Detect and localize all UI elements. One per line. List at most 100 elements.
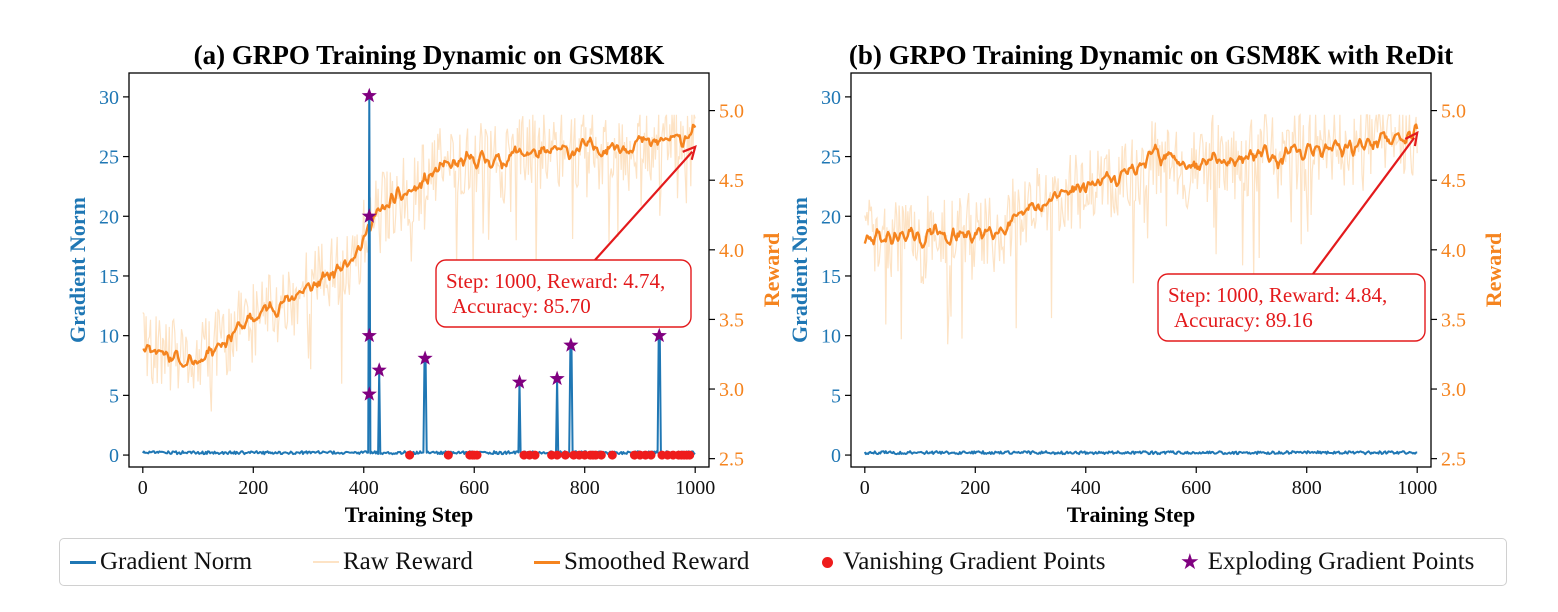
y-left-tick-label: 20 [99, 206, 119, 228]
smoothed-reward-line [863, 123, 1419, 249]
y-right-axis-title: Reward [759, 233, 784, 308]
legend-raw-line-icon [313, 561, 339, 563]
y-left-tick-label: 30 [99, 87, 119, 109]
y-right-tick-label: 4.0 [1441, 240, 1466, 262]
annotation-arrow [1312, 137, 1416, 275]
x-axis-title: Training Step [345, 502, 474, 527]
vanishing-point [443, 450, 453, 460]
vanishing-point [607, 450, 617, 460]
legend-label-vanishing: Vanishing Gradient Points [843, 548, 1106, 575]
legend-label-gradient-norm: Gradient Norm [100, 548, 253, 575]
axes-frame [128, 72, 710, 468]
y-right-tick-label: 2.5 [719, 449, 744, 471]
exploding-point [361, 87, 377, 103]
y-right-tick-label: 4.5 [1441, 170, 1466, 192]
legend-star-icon: ★ [1180, 549, 1200, 574]
exploding-point [511, 374, 528, 389]
y-left-tick-label: 10 [99, 326, 119, 348]
y-right-tick-label: 3.5 [719, 309, 744, 331]
panel-a: 0 200 400 600 800 1000 0 5 10 15 20 25 30 2.5 3.0 3.5 4.… [65, 40, 784, 527]
legend-dot-icon [822, 556, 833, 568]
legend-label-smoothed-reward: Smoothed Reward [564, 548, 750, 575]
legend-label-raw-reward: Raw Reward [343, 548, 473, 575]
legend-item-gradient-norm: Gradient Norm [70, 539, 252, 585]
x-tick-label: 1000 [675, 477, 715, 499]
annotation-text-line2: Accuracy: 89.16 [1174, 308, 1313, 332]
panel-b: 0 200 400 600 800 1000 0 5 10 15 20 25 30 2.5 3.0 3.5 4.… [787, 40, 1506, 527]
annotation-text-line1: Step: 1000, Reward: 4.74, [446, 269, 665, 293]
y-right-tick-label: 3.0 [1441, 379, 1466, 401]
legend-item-exploding: ★ Exploding Gradient Points [1180, 539, 1474, 585]
y-left-tick-label: 10 [821, 326, 841, 348]
legend: Gradient Norm Raw Reward Smoothed Reward… [59, 538, 1507, 586]
x-tick-label: 0 [860, 477, 870, 499]
y-left-tick-label: 25 [821, 147, 841, 169]
y-right-axis-title: Reward [1481, 233, 1506, 308]
x-tick-label: 600 [459, 477, 489, 499]
y-left-tick-label: 15 [821, 266, 841, 288]
exploding-point [361, 327, 377, 343]
legend-gradient-line-icon [70, 560, 96, 564]
y-left-tick-label: 0 [831, 445, 841, 467]
y-left-tick-label: 15 [99, 266, 119, 288]
vanishing-point [405, 450, 415, 460]
y-left-tick-label: 30 [821, 87, 841, 109]
annotation-box [1157, 273, 1426, 342]
exploding-point [361, 208, 377, 223]
vanishing-point [530, 450, 540, 460]
annotation-arrowhead [1404, 130, 1419, 147]
x-tick-label: 400 [349, 477, 379, 499]
y-right-tick-label: 5.0 [1441, 101, 1466, 123]
y-right-tick-label: 5.0 [719, 101, 744, 123]
y-right-tick-label: 4.0 [719, 240, 744, 262]
vanishing-point [552, 450, 562, 460]
y-left-axis-title: Gradient Norm [65, 197, 90, 343]
legend-item-vanishing: Vanishing Gradient Points [822, 539, 1106, 585]
legend-item-smoothed-reward: Smoothed Reward [534, 539, 749, 585]
x-axis-title: Training Step [1067, 502, 1196, 527]
y-left-tick-label: 20 [821, 206, 841, 228]
smoothed-reward-line [142, 123, 697, 368]
y-left-axis-title: Gradient Norm [787, 197, 812, 343]
gradient-norm-line [863, 450, 1418, 456]
panel-title: (a) GRPO Training Dynamic on GSM8K [194, 40, 665, 70]
axes-frame [850, 72, 1432, 468]
exploding-point [563, 337, 579, 352]
y-right-tick-label: 3.5 [1441, 309, 1466, 331]
x-tick-label: 200 [238, 477, 268, 499]
exploding-point [549, 370, 565, 386]
y-left-tick-label: 5 [831, 385, 841, 407]
x-tick-label: 0 [138, 477, 148, 499]
vanishing-point [596, 450, 606, 460]
x-tick-label: 800 [570, 477, 600, 499]
legend-item-raw-reward: Raw Reward [313, 539, 473, 585]
vanishing-point [472, 450, 482, 460]
x-tick-label: 400 [1071, 477, 1101, 499]
x-tick-label: 600 [1181, 477, 1211, 499]
x-tick-label: 200 [960, 477, 990, 499]
legend-label-exploding: Exploding Gradient Points [1207, 548, 1475, 575]
plot-area-b [863, 113, 1419, 456]
vanishing-point [646, 450, 656, 460]
y-right-tick-label: 4.5 [719, 170, 744, 192]
exploding-point [651, 327, 667, 343]
y-left-tick-label: 0 [109, 445, 119, 467]
exploding-point [371, 362, 387, 377]
x-tick-label: 800 [1292, 477, 1322, 499]
legend-smoothed-line-icon [534, 560, 560, 564]
exploding-point [417, 350, 433, 365]
x-tick-label: 1000 [1397, 477, 1437, 499]
y-left-tick-label: 25 [99, 147, 119, 169]
annotation-arrowhead [682, 144, 697, 161]
exploding-point [361, 386, 377, 401]
vanishing-point [560, 450, 570, 460]
y-left-tick-label: 5 [109, 385, 119, 407]
panel-title: (b) GRPO Training Dynamic on GSM8K with … [849, 40, 1453, 70]
y-right-tick-label: 3.0 [719, 379, 744, 401]
annotation-text-line2: Accuracy: 85.70 [452, 294, 591, 318]
annotation-box [435, 259, 692, 328]
annotation-arrow [594, 151, 694, 261]
annotation-text-line1: Step: 1000, Reward: 4.84, [1168, 283, 1387, 307]
